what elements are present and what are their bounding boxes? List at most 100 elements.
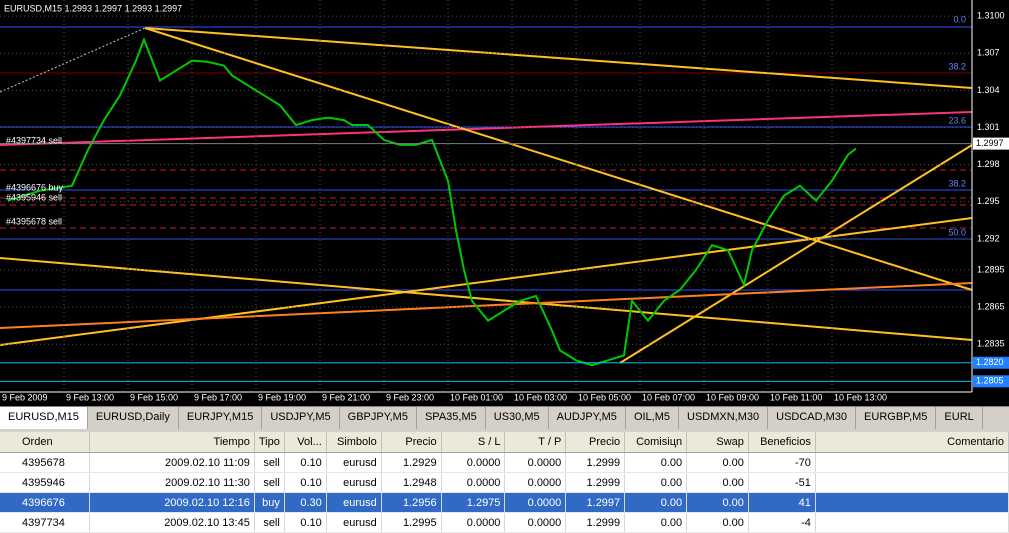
drawings: [0, 0, 973, 393]
tab[interactable]: SPA35,M5: [417, 407, 486, 429]
x-tick-label: 9 Feb 2009: [2, 392, 48, 402]
cell: 1.2999: [565, 452, 626, 473]
tab[interactable]: EURUSD,Daily: [88, 407, 179, 429]
chart-tabs: EURUSD,M15 EURUSD,Daily EURJPY,M15 USDJPY,M…: [0, 406, 1009, 429]
x-tick-label: 10 Feb 03:00: [514, 392, 567, 402]
cell: 1.2999: [565, 472, 626, 493]
tab[interactable]: USDJPY,M5: [262, 407, 340, 429]
fibo-label: 38.2: [948, 178, 966, 188]
x-tick-label: 10 Feb 11:00: [770, 392, 822, 402]
x-tick-label: 9 Feb 13:00: [66, 392, 114, 402]
cell: -51: [748, 472, 816, 493]
column-header: Comisiцn: [624, 432, 688, 453]
cell: 0.00: [686, 452, 749, 473]
cell: 4395946: [0, 472, 91, 493]
cell: sell: [254, 512, 285, 533]
column-header: S / L: [441, 432, 506, 453]
tab[interactable]: EURGBP,M5: [856, 407, 937, 429]
x-tick-label: 10 Feb 05:00: [578, 392, 631, 402]
cell: 0.10: [284, 472, 327, 493]
cell: 4395678: [0, 452, 91, 473]
cell: 41: [748, 492, 816, 513]
cell: -70: [748, 452, 816, 473]
fibo-label: 0.0: [953, 14, 966, 24]
cell: 1.2995: [381, 512, 442, 533]
cell: buy: [254, 492, 285, 513]
order-label: #4396676 buy: [6, 182, 64, 192]
cell: 0.0000: [441, 472, 506, 493]
order-label: #4395678 sell: [6, 216, 62, 226]
price-tag-label: 1.2805: [976, 376, 1004, 386]
trend-line: [144, 27, 973, 89]
y-tick-label: 1.304: [977, 85, 1000, 95]
tab[interactable]: AUDJPY,M5: [549, 407, 626, 429]
tab[interactable]: EURL: [936, 407, 983, 429]
trend-line: [0, 282, 973, 329]
trend-line: [144, 27, 973, 291]
tab[interactable]: USDMXN,M30: [679, 407, 769, 429]
y-tick-label: 1.292: [977, 233, 1000, 243]
cell: 0.0000: [504, 472, 567, 493]
price-tag: [973, 137, 1009, 150]
trend-line: [619, 144, 973, 364]
cell: 0.00: [624, 452, 688, 473]
cell: sell: [254, 472, 285, 493]
tab[interactable]: EURUSD,M15: [0, 407, 88, 429]
order-row: 4396676 2009.02.10 12:16 buy 0.30 eurusd 1.29…: [0, 492, 1009, 513]
column-header: Tiempo: [89, 432, 255, 453]
cell: 2009.02.10 12:16: [89, 492, 255, 513]
tab[interactable]: US30,M5: [486, 407, 549, 429]
cell: [815, 452, 1009, 473]
column-header: Orden: [0, 432, 91, 453]
cell: 0.0000: [504, 452, 567, 473]
y-tick-label: 1.301: [977, 122, 1000, 132]
order-label: #4395946 sell: [6, 192, 62, 202]
cell: 0.00: [686, 472, 749, 493]
cell: 1.2975: [441, 492, 506, 513]
price-tag: [973, 356, 1009, 369]
column-header: Tipo: [254, 432, 285, 453]
x-tick-label: 9 Feb 17:00: [194, 392, 242, 402]
cell: [815, 472, 1009, 493]
order-label: #4397734 sell: [6, 135, 62, 145]
cell: 1.2999: [565, 512, 626, 533]
column-header: Simbolo: [326, 432, 382, 453]
tab[interactable]: USDCAD,M30: [768, 407, 857, 429]
trend-line: [0, 217, 973, 346]
column-header: Vol...: [284, 432, 327, 453]
cell: 1.2948: [381, 472, 442, 493]
price-tag: [973, 375, 1009, 388]
x-tick-label: 9 Feb 21:00: [322, 392, 370, 402]
chart: EURUSD,M15 1.2993 1.2997 1.2993 1.2997 1…: [0, 0, 1009, 406]
fibo-base: [0, 27, 146, 93]
tab[interactable]: EURJPY,M15: [179, 407, 263, 429]
order-row: 4395678 2009.02.10 11:09 sell 0.10 eurusd 1.2…: [0, 452, 1009, 473]
cell: eurusd: [326, 452, 382, 473]
column-header: Precio: [381, 432, 442, 453]
price-tag-label: 1.2997: [976, 138, 1004, 148]
cell: 0.0000: [441, 452, 506, 473]
cell: 0.0000: [504, 492, 567, 513]
x-tick-label: 9 Feb 19:00: [258, 392, 306, 402]
y-tick-label: 1.2865: [977, 301, 1005, 311]
chart-header: EURUSD,M15 1.2993 1.2997 1.2993 1.2997: [4, 3, 182, 13]
y-tick-label: 1.295: [977, 196, 1000, 206]
cell: sell: [254, 452, 285, 473]
x-tick-label: 10 Feb 09:00: [706, 392, 759, 402]
x-tick-label: 9 Feb 23:00: [386, 392, 434, 402]
column-header: Swap: [686, 432, 749, 453]
y-tick-label: 1.3100: [977, 10, 1005, 20]
column-header: Comentario: [815, 432, 1009, 453]
trend-line: [0, 111, 973, 146]
tab[interactable]: OIL,M5: [626, 407, 680, 429]
x-tick-label: 10 Feb 13:00: [834, 392, 887, 402]
cell: 1.2929: [381, 452, 442, 473]
cell: 0.10: [284, 452, 327, 473]
cell: 1.2997: [565, 492, 626, 513]
tab[interactable]: GBPJPY,M5: [340, 407, 417, 429]
cell: eurusd: [326, 472, 382, 493]
cell: 0.00: [686, 492, 749, 513]
price-line: [7, 36, 857, 367]
y-tick-label: 1.307: [977, 48, 1000, 58]
